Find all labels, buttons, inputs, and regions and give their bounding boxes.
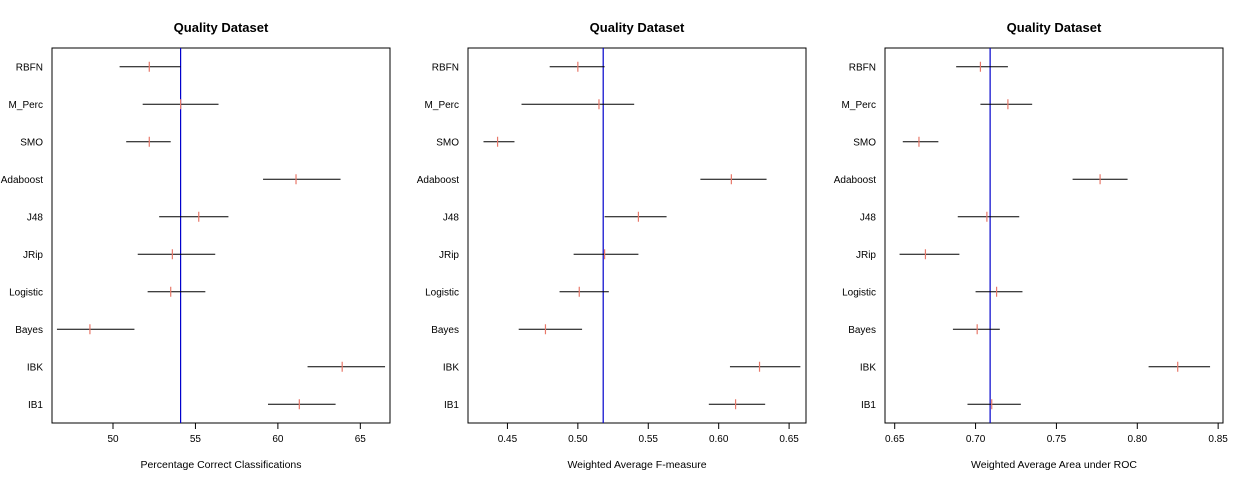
- category-label: RBFN: [16, 62, 43, 73]
- category-label: IB1: [444, 400, 459, 411]
- category-label: J48: [443, 212, 460, 223]
- x-tick-label: 50: [107, 434, 119, 445]
- category-label: Logistic: [425, 287, 459, 298]
- panel-title: Quality Dataset: [174, 20, 269, 35]
- x-axis-label: Percentage Correct Classifications: [140, 459, 301, 471]
- category-label: IBK: [860, 362, 876, 373]
- category-label: J48: [860, 212, 877, 223]
- panel-percentage-correct: Quality Dataset Percentage Correct Class…: [1, 20, 391, 471]
- x-tick-label: 0.70: [966, 434, 986, 445]
- category-label: RBFN: [432, 62, 459, 73]
- category-label: IBK: [443, 362, 459, 373]
- x-tick-label: 0.55: [639, 434, 659, 445]
- x-axis-label: Weighted Average Area under ROC: [971, 459, 1137, 471]
- category-label: Logistic: [842, 287, 876, 298]
- category-label: JRip: [23, 250, 43, 261]
- x-tick-label: 65: [355, 434, 367, 445]
- plot-frame: [884, 47, 1224, 424]
- category-label: SMO: [436, 137, 459, 148]
- category-label: M_Perc: [425, 100, 459, 111]
- category-label: Adaboost: [417, 175, 459, 186]
- x-tick-label: 0.65: [779, 434, 799, 445]
- category-label: J48: [27, 212, 44, 223]
- category-label: Adaboost: [834, 175, 876, 186]
- panel-f-measure: Quality Dataset Weighted Average F-measu…: [417, 20, 807, 471]
- category-label: M_Perc: [842, 100, 876, 111]
- category-label: Bayes: [431, 325, 459, 336]
- x-tick-label: 0.80: [1128, 434, 1148, 445]
- category-label: JRip: [856, 250, 876, 261]
- x-tick-label: 0.50: [568, 434, 588, 445]
- x-tick-label: 60: [272, 434, 284, 445]
- category-label: Bayes: [848, 325, 876, 336]
- category-label: Bayes: [15, 325, 43, 336]
- x-tick-label: 0.60: [709, 434, 729, 445]
- panel-title: Quality Dataset: [1007, 20, 1102, 35]
- category-label: IBK: [27, 362, 43, 373]
- x-tick-label: 0.85: [1208, 434, 1228, 445]
- x-axis-label: Weighted Average F-measure: [567, 459, 706, 471]
- category-label: IB1: [861, 400, 876, 411]
- category-label: SMO: [20, 137, 43, 148]
- panel-area-under-roc: Quality Dataset Weighted Average Area un…: [834, 20, 1229, 471]
- category-label: Adaboost: [1, 175, 43, 186]
- plot-frame: [467, 47, 807, 424]
- category-label: RBFN: [849, 62, 876, 73]
- category-label: Logistic: [9, 287, 43, 298]
- x-tick-label: 0.45: [498, 434, 518, 445]
- category-label: M_Perc: [9, 100, 43, 111]
- plot-frame: [51, 47, 391, 424]
- category-label: IB1: [28, 400, 43, 411]
- x-tick-label: 0.65: [885, 434, 905, 445]
- category-label: JRip: [439, 250, 459, 261]
- category-label: SMO: [853, 137, 876, 148]
- x-tick-label: 55: [190, 434, 202, 445]
- x-tick-label: 0.75: [1047, 434, 1067, 445]
- panel-title: Quality Dataset: [590, 20, 685, 35]
